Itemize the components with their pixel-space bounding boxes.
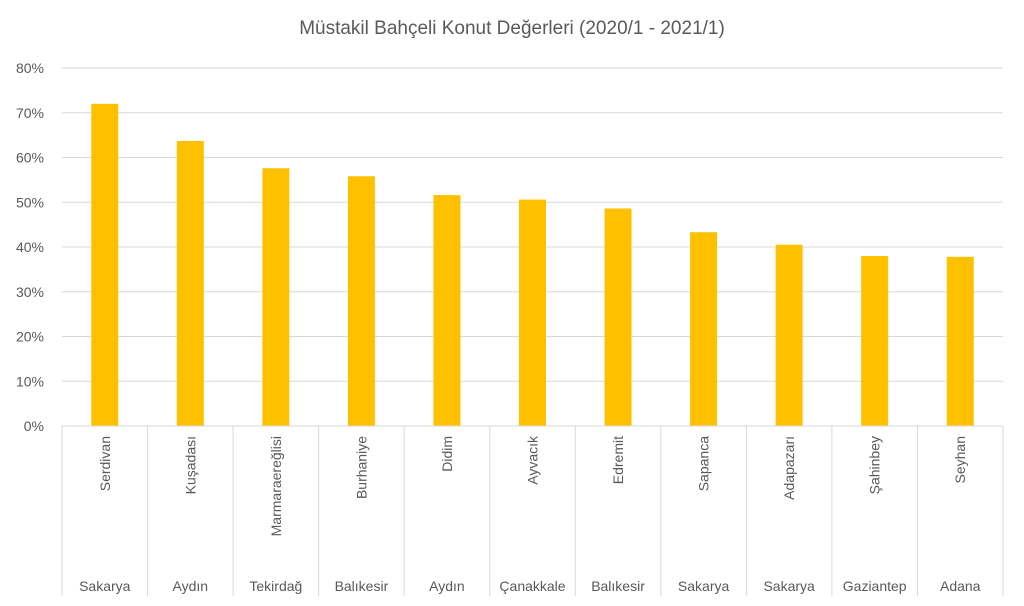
category-label: Şahinbey xyxy=(867,436,883,494)
x-axis xyxy=(61,425,1004,596)
y-tick-label: 40% xyxy=(16,239,44,255)
bar xyxy=(604,208,632,426)
group-label: Aydın xyxy=(173,578,209,594)
category-label: Sapanca xyxy=(696,436,712,491)
bar xyxy=(946,256,974,426)
y-tick-label: 10% xyxy=(16,373,44,389)
bar xyxy=(347,176,375,426)
group-label: Gaziantep xyxy=(843,578,907,594)
y-tick-label: 60% xyxy=(16,150,44,166)
group-label: Sakarya xyxy=(79,578,131,594)
category-label: Seyhan xyxy=(952,436,968,483)
group-label: Balıkesir xyxy=(591,578,645,594)
y-tick-label: 20% xyxy=(16,329,44,345)
group-label: Sakarya xyxy=(763,578,815,594)
group-label: Balıkesir xyxy=(335,578,389,594)
category-label: Serdivan xyxy=(97,436,113,491)
group-label: Aydın xyxy=(429,578,465,594)
bar xyxy=(176,140,204,426)
group-label: Sakarya xyxy=(678,578,730,594)
group-label: Adana xyxy=(940,578,981,594)
category-labels: Serdivan Kuşadası Marmaraereğlisi Burhaniye… xyxy=(97,435,968,536)
bar xyxy=(433,195,461,426)
bar xyxy=(690,232,718,426)
y-tick-label: 0% xyxy=(24,418,44,434)
category-label: Burhaniye xyxy=(353,436,369,499)
group-labels: Sakarya Aydın Tekirdağ Balıkesir Aydın Çanakk… xyxy=(79,578,981,594)
y-tick-label: 70% xyxy=(16,105,44,121)
category-label: Ayvacık xyxy=(525,435,541,485)
bar xyxy=(861,255,889,426)
bars xyxy=(91,103,974,427)
group-label: Çanakkale xyxy=(499,578,565,594)
y-axis-tick-labels: 0% 10% 20% 30% 40% 50% 60% 70% 80% xyxy=(16,60,44,434)
y-tick-label: 30% xyxy=(16,284,44,300)
category-label: Kuşadası xyxy=(182,436,198,494)
category-label: Edremit xyxy=(610,436,626,484)
bar xyxy=(91,103,119,427)
y-tick-label: 80% xyxy=(16,60,44,76)
category-label: Didim xyxy=(439,436,455,472)
bar xyxy=(775,244,803,426)
bar xyxy=(262,168,290,427)
category-label: Marmaraereğlisi xyxy=(268,436,284,536)
chart-title: Müstakil Bahçeli Konut Değerleri (2020/1… xyxy=(299,18,725,39)
y-tick-label: 50% xyxy=(16,194,44,210)
bar xyxy=(519,199,546,426)
group-label: Tekirdağ xyxy=(249,578,302,594)
category-label: Adapazarı xyxy=(781,436,797,500)
